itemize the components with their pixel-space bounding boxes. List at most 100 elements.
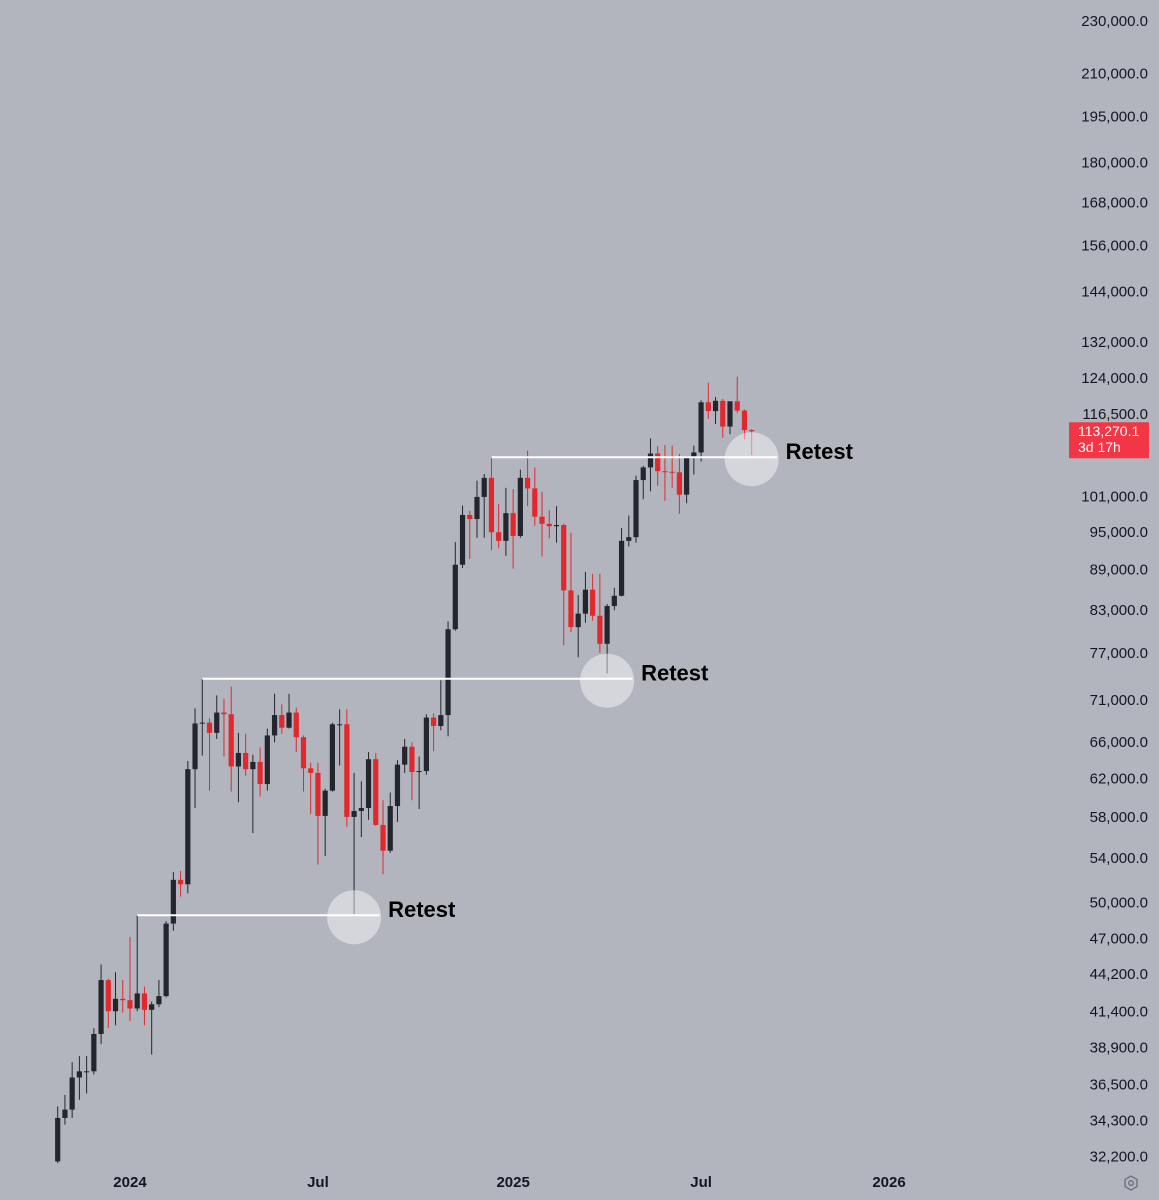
y-tick-label: 41,400.0 [1090,1004,1148,1021]
candle-body [315,772,321,816]
y-tick-label: 230,000.0 [1081,13,1148,30]
y-tick-label: 44,200.0 [1090,966,1148,983]
candle-body [517,477,523,536]
candle-body [532,488,538,517]
candle-body [185,769,191,885]
candle-body [423,717,429,772]
candle-body [604,606,610,644]
x-tick-label: 2024 [113,1174,147,1191]
candle-body [329,724,336,791]
candle-body [582,589,589,614]
y-tick-label: 54,000.0 [1090,850,1148,867]
candle-body [749,430,755,432]
candle-body [271,715,278,736]
candle-body [438,715,444,727]
candle-body [243,752,249,770]
x-tick-label: Jul [690,1174,712,1191]
candle-body [380,824,386,851]
retest-circle [327,890,382,945]
candle-body [387,806,393,851]
candle-body [69,1077,75,1110]
candle-body [134,993,140,1009]
candle-body [264,735,270,785]
candle-body [597,615,603,644]
candle-body [546,523,552,527]
y-tick-label: 168,000.0 [1081,195,1148,212]
candle-body [214,712,220,733]
candle-body [293,712,299,738]
retest-circle [580,653,635,708]
candle-body [741,410,748,431]
y-tick-label: 62,000.0 [1090,770,1148,787]
candle-body [373,759,379,825]
candle-body [691,452,697,458]
icon-hexagon [1124,1175,1138,1191]
candle-body [409,746,415,772]
y-tick-label: 58,000.0 [1090,809,1148,826]
candle-body [611,595,617,607]
candle-body [568,590,574,628]
x-tick-label: Jul [307,1174,329,1191]
candle-body [720,400,726,427]
x-tick-label: 2025 [496,1174,529,1191]
candle-body [76,1071,82,1078]
candle-body [431,717,437,727]
candle-body [84,1071,90,1073]
candle-body [156,996,162,1005]
candle-body [618,540,625,596]
candle-body [199,722,205,724]
candle-body [394,764,401,807]
candle-body [149,1004,155,1010]
candle-body [467,514,473,520]
candle-body [698,402,704,453]
candle-body [221,712,227,715]
candle-body [496,532,502,541]
candle-body [727,401,733,427]
y-tick-label: 180,000.0 [1081,155,1148,172]
candle-body [705,402,711,412]
candle-body [91,1033,97,1072]
candle-body [351,810,357,817]
candle-body [503,513,509,541]
settings-icon[interactable] [1124,1175,1138,1191]
y-tick-label: 34,300.0 [1090,1112,1148,1129]
candle-body [163,923,169,997]
candle-body [170,879,176,924]
retest-circle [724,432,779,487]
candle-body [322,790,328,816]
retest-label: Retest [641,661,709,686]
icon-dot [1128,1180,1134,1186]
plot-area [55,376,755,1164]
y-tick-label: 124,000.0 [1081,370,1148,387]
candle-body [669,471,675,473]
candle-body [662,471,668,473]
candle-body [655,453,661,472]
candle-body [337,724,343,726]
candle-body [308,768,314,773]
y-tick-label: 66,000.0 [1090,734,1148,751]
candle-body [250,761,256,770]
candle-body [228,714,234,767]
candle-body [590,589,596,616]
y-tick-label: 32,200.0 [1090,1149,1148,1166]
candle-body [481,477,487,497]
candle-body [344,724,350,817]
candle-body [177,879,184,885]
candle-body [127,1000,133,1009]
last-price-label: 113,270.1 [1078,423,1139,439]
y-tick-label: 156,000.0 [1081,237,1148,254]
y-tick-label: 144,000.0 [1081,284,1148,301]
candle-body [539,516,545,524]
last-price-box [1069,422,1149,459]
y-tick-label: 195,000.0 [1081,108,1148,125]
candle-body [684,457,690,495]
y-tick-label: 101,000.0 [1081,488,1148,505]
candle-body [55,1117,61,1162]
y-tick-label: 71,000.0 [1090,692,1148,709]
candle-body [445,629,451,716]
candle-body [98,980,104,1034]
candle-body [358,808,364,811]
y-tick-label: 50,000.0 [1090,895,1148,912]
candle-body [141,993,148,1010]
